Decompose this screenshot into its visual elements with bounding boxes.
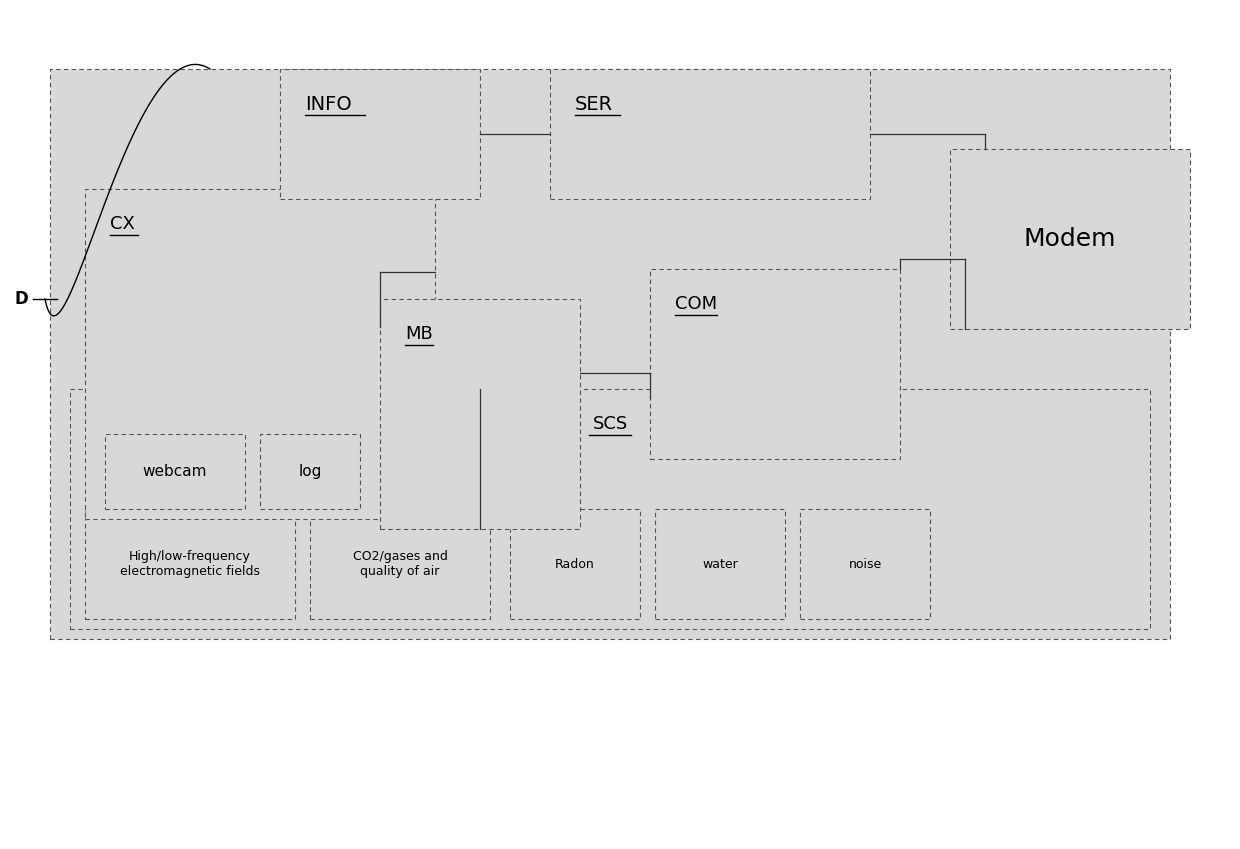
Bar [310, 509, 490, 619]
Bar [105, 434, 246, 509]
Text: High/low-frequency
electromagnetic fields: High/low-frequency electromagnetic field… [120, 550, 260, 578]
Bar [655, 509, 785, 619]
Text: water: water [702, 558, 738, 571]
Text: noise: noise [848, 558, 882, 571]
Text: Radon: Radon [556, 558, 595, 571]
Bar [510, 509, 640, 619]
Bar [280, 69, 480, 199]
Text: log: log [299, 464, 321, 479]
Text: INFO: INFO [305, 94, 352, 114]
Bar [650, 269, 900, 459]
Bar [260, 434, 360, 509]
Bar [950, 149, 1190, 329]
Bar [50, 69, 1171, 639]
Text: SCS: SCS [593, 415, 627, 433]
Text: D: D [15, 290, 29, 308]
Text: CO2/gases and
quality of air: CO2/gases and quality of air [352, 550, 448, 578]
Text: webcam: webcam [143, 464, 207, 479]
Text: Modem: Modem [1024, 227, 1116, 251]
Text: MB: MB [405, 325, 433, 343]
Text: COM: COM [675, 295, 717, 313]
Bar [69, 389, 1149, 629]
Bar [551, 69, 870, 199]
Bar [379, 299, 580, 529]
Bar [86, 509, 295, 619]
Text: SER: SER [575, 94, 613, 114]
Bar [86, 189, 435, 519]
Bar [800, 509, 930, 619]
Text: CX: CX [110, 215, 135, 233]
